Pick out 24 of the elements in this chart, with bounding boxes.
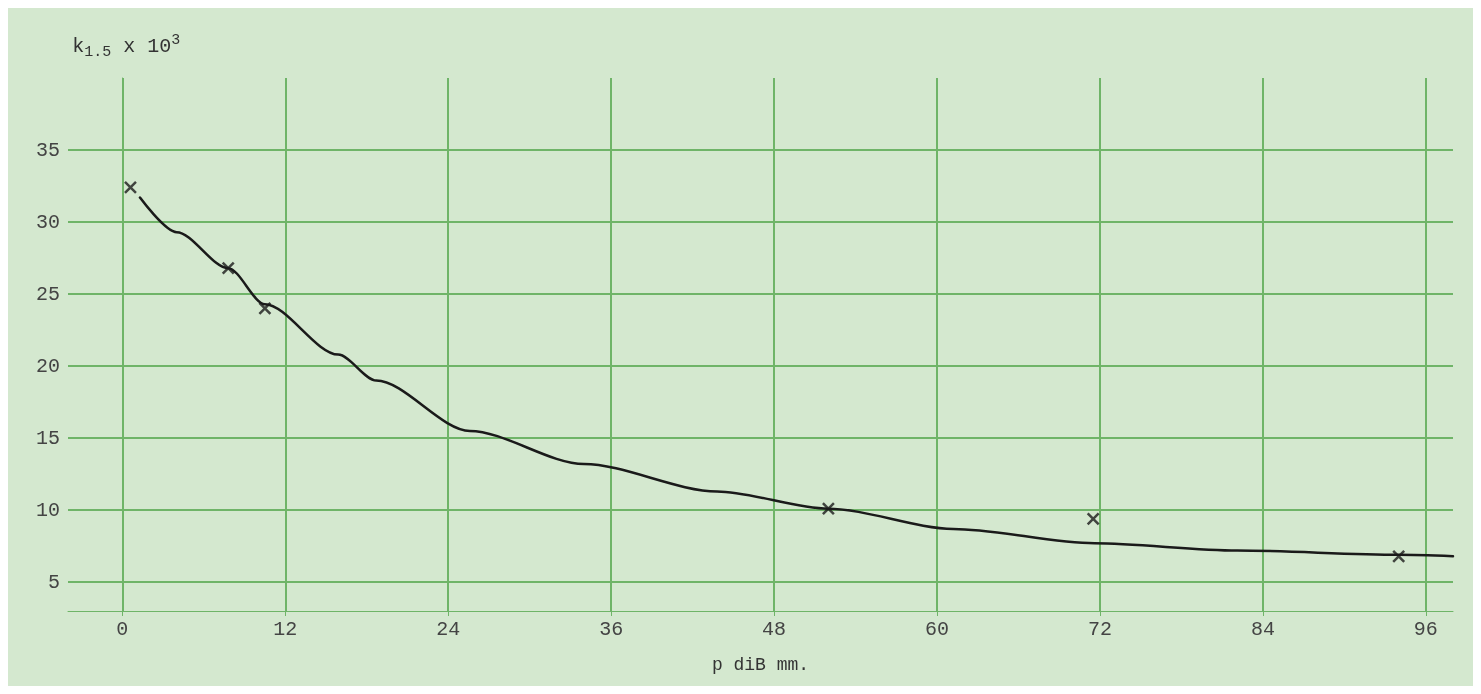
x-tick-label: 60: [925, 617, 950, 641]
y-tick-label: 35: [35, 138, 60, 162]
point: [221, 261, 235, 275]
x-tick-label: 96: [1413, 617, 1438, 641]
point: [1391, 549, 1406, 564]
line-series: [138, 196, 1455, 558]
x-tick-label: 12: [273, 617, 298, 641]
x-axis-title: p diB mm.: [711, 655, 810, 675]
x-tick-label: 0: [116, 617, 129, 641]
y-tick-label: 10: [35, 498, 60, 522]
x-tick-label: 24: [436, 617, 461, 641]
x-tick-label: 72: [1087, 617, 1112, 641]
x-tick-label: 36: [599, 617, 624, 641]
x-tick-label: 84: [1250, 617, 1275, 641]
y-tick-label: 25: [35, 282, 60, 306]
point: [821, 501, 836, 516]
x-tick-label: 48: [762, 617, 787, 641]
y-tick-label: 15: [35, 426, 60, 450]
y-tick-label: 20: [35, 354, 60, 378]
y-tick-label: 30: [35, 210, 60, 234]
point: [123, 180, 138, 195]
y-tick-label: 5: [47, 570, 60, 594]
point: [258, 301, 272, 316]
point: [1086, 512, 1100, 526]
